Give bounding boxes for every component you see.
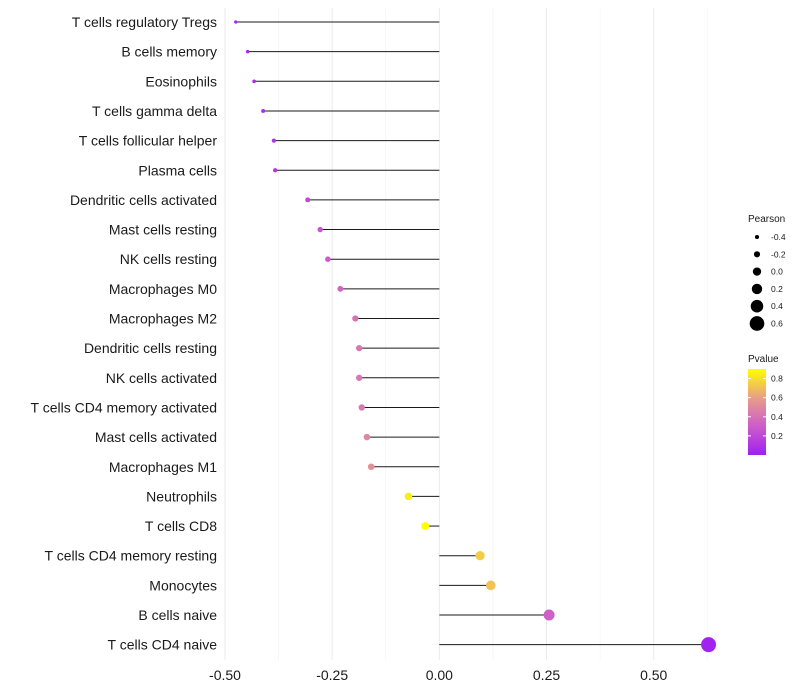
lollipop-point: [317, 226, 323, 233]
pearson-legend-label: -0.4: [771, 232, 786, 242]
pearson-legend-label: 0.2: [771, 284, 783, 294]
pvalue-legend-title: Pvalue: [748, 354, 779, 365]
lollipop-point: [337, 285, 344, 292]
grid-lines: [224, 8, 708, 660]
lollipop-point: [261, 108, 266, 113]
lollipop-point: [543, 609, 555, 621]
lollipop-point: [352, 315, 359, 322]
pvalue-legend-label: 0.4: [771, 412, 783, 422]
category-label: B cells memory: [121, 44, 217, 60]
lollipop-point: [325, 256, 331, 262]
lollipop-point: [356, 374, 363, 381]
category-label: NK cells resting: [120, 251, 217, 267]
x-axis-ticks: -0.50 -0.25 0.00 0.25 0.50: [209, 667, 667, 683]
lollipop-point: [245, 49, 250, 54]
category-label: Eosinophils: [145, 73, 217, 89]
x-tick-label: -0.50: [209, 667, 241, 683]
category-label: NK cells activated: [106, 370, 217, 386]
pearson-size-legend: Pearson -0.4 -0.2 0.0 0.2 0.4 0.6: [748, 214, 786, 331]
category-label: Dendritic cells activated: [70, 192, 217, 208]
lollipop-point: [367, 463, 375, 471]
lollipop-point: [404, 492, 413, 501]
x-tick-label: 0.00: [426, 667, 453, 683]
pearson-legend-key: [753, 251, 761, 258]
category-label: Macrophages M0: [109, 281, 217, 297]
category-label: T cells CD8: [145, 518, 217, 534]
category-label: Neutrophils: [146, 488, 217, 504]
pearson-legend-key: [750, 299, 764, 313]
category-label: T cells follicular helper: [79, 133, 218, 149]
pvalue-color-legend: Pvalue 0.2 0.4 0.6 0.8: [748, 354, 783, 455]
lollipop-point: [356, 344, 363, 352]
category-label: T cells CD4 naive: [108, 637, 218, 653]
x-tick-label: 0.50: [640, 667, 667, 683]
pearson-legend-label: 0.6: [771, 319, 783, 329]
pearson-legend-label: -0.2: [771, 249, 786, 259]
category-label: Mast cells resting: [109, 222, 217, 238]
lollipop-point: [363, 433, 371, 441]
lollipop-point: [273, 168, 278, 173]
lollipop-point: [234, 20, 238, 24]
category-label: T cells CD4 memory activated: [31, 399, 217, 415]
pearson-legend-key: [752, 267, 762, 276]
category-label: Mast cells activated: [95, 429, 217, 445]
lollipop-point: [475, 551, 485, 561]
lollipop-point: [358, 404, 365, 411]
x-tick-label: -0.25: [316, 667, 348, 683]
category-label: T cells regulatory Tregs: [72, 14, 217, 30]
pvalue-colorbar: [748, 369, 766, 455]
pvalue-legend-label: 0.2: [771, 431, 783, 441]
pvalue-legend-label: 0.8: [771, 374, 783, 384]
lollipop-point: [701, 637, 717, 653]
category-label: Plasma cells: [138, 162, 217, 178]
lollipop-point: [421, 522, 430, 531]
pearson-legend-title: Pearson: [748, 214, 785, 225]
category-labels: T cells regulatory Tregs B cells memory Eo…: [31, 14, 218, 653]
pearson-legend-label: 0.0: [771, 267, 783, 277]
lollipop-point: [305, 197, 311, 203]
category-label: Monocytes: [149, 577, 217, 593]
category-label: B cells naive: [138, 607, 217, 623]
lollipop-points: [234, 20, 717, 653]
pearson-legend-label: 0.4: [771, 301, 783, 311]
pearson-legend-key: [751, 283, 763, 295]
lollipop-point: [486, 580, 496, 591]
category-label: T cells CD4 memory resting: [45, 548, 217, 564]
pearson-legend-key: [749, 316, 765, 331]
category-label: Dendritic cells resting: [84, 340, 217, 356]
x-tick-label: 0.25: [533, 667, 560, 683]
lollipop-stems: [235, 21, 709, 646]
pearson-legend-key: [754, 234, 760, 240]
category-label: T cells gamma delta: [92, 103, 217, 119]
lollipop-point: [252, 79, 257, 84]
pvalue-legend-label: 0.6: [771, 393, 783, 403]
lollipop-point: [271, 138, 276, 143]
category-label: Macrophages M1: [109, 459, 217, 475]
category-label: Macrophages M2: [109, 311, 217, 327]
